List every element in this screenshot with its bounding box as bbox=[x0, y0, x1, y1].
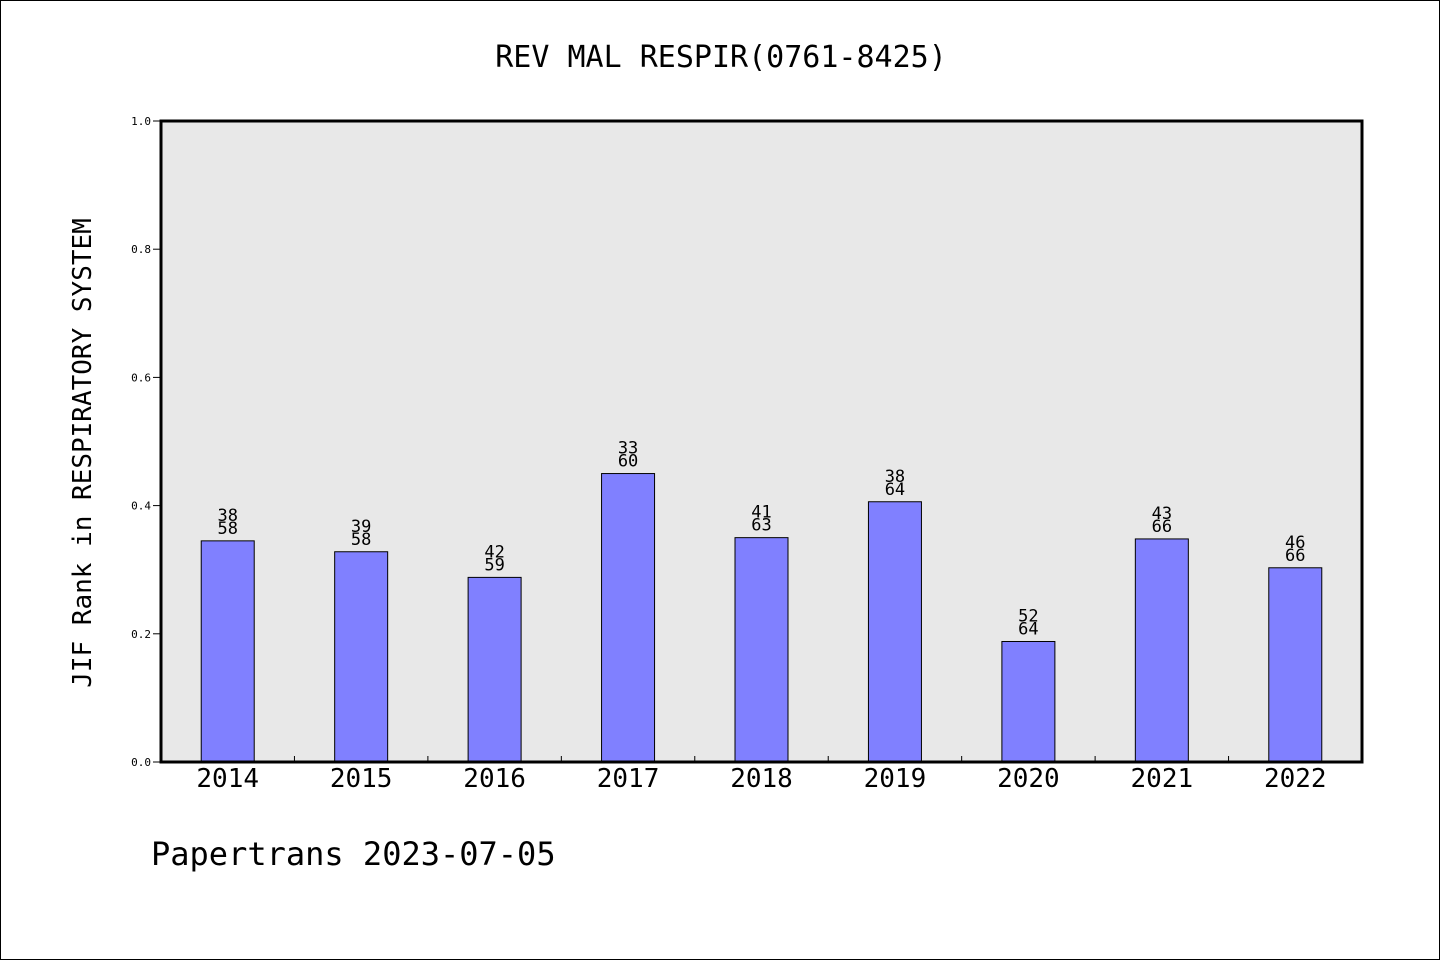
data-label-rank-2022: 46 bbox=[1285, 533, 1305, 553]
x-tick-label-2016: 2016 bbox=[463, 764, 526, 794]
bar-2015 bbox=[334, 551, 389, 763]
data-label-total-2022: 66 bbox=[1285, 546, 1305, 566]
x-tick-label-2019: 2019 bbox=[864, 764, 927, 794]
y-axis: 0.0 0.2 0.4 0.6 0.8 1.0 bbox=[131, 115, 161, 769]
data-label-total-2019: 64 bbox=[885, 480, 905, 500]
bars-group bbox=[200, 473, 1323, 763]
data-label-rank-2019: 38 bbox=[885, 467, 905, 487]
data-label-rank-2016: 42 bbox=[484, 542, 504, 562]
y-tick-label-3: 0.6 bbox=[131, 371, 151, 384]
bar-2018 bbox=[734, 537, 789, 763]
x-tick-label-2022: 2022 bbox=[1264, 764, 1327, 794]
bar-2016 bbox=[467, 576, 522, 763]
data-label-rank-2014: 38 bbox=[217, 506, 237, 526]
bar-2020 bbox=[1001, 640, 1056, 763]
data-label-rank-2015: 39 bbox=[351, 517, 371, 537]
data-label-total-2020: 64 bbox=[1018, 619, 1038, 639]
data-label-total-2017: 60 bbox=[618, 452, 638, 472]
data-label-rank-2018: 41 bbox=[751, 503, 771, 523]
bar-2021 bbox=[1134, 538, 1189, 763]
data-label-total-2016: 59 bbox=[484, 555, 504, 575]
x-tick-label-2018: 2018 bbox=[730, 764, 793, 794]
bar-2014 bbox=[200, 540, 255, 763]
chart-title: REV MAL RESPIR(0761-8425) bbox=[495, 40, 947, 75]
x-tick-label-2017: 2017 bbox=[597, 764, 660, 794]
data-label-total-2018: 63 bbox=[751, 516, 771, 536]
bar-2019 bbox=[867, 501, 922, 763]
x-tick-label-2014: 2014 bbox=[196, 764, 259, 794]
y-tick-label-4: 0.8 bbox=[131, 243, 151, 256]
x-axis: 2014 2015 2016 2017 2018 2019 2020 2021 2022 bbox=[196, 756, 1327, 794]
x-tick-label-2020: 2020 bbox=[997, 764, 1060, 794]
data-label-total-2015: 58 bbox=[351, 530, 371, 550]
data-label-rank-2020: 52 bbox=[1018, 606, 1038, 626]
footer-text: Papertrans 2023-07-05 bbox=[151, 835, 556, 873]
x-tick-label-2021: 2021 bbox=[1131, 764, 1194, 794]
data-label-total-2014: 58 bbox=[217, 519, 237, 539]
y-tick-label-5: 1.0 bbox=[131, 115, 151, 128]
y-tick-label-2: 0.4 bbox=[131, 500, 151, 513]
y-tick-label-0: 0.0 bbox=[131, 756, 151, 769]
bar-2022 bbox=[1268, 567, 1323, 763]
data-label-rank-2021: 43 bbox=[1152, 504, 1172, 524]
y-axis-label: JIF Rank in RESPIRATORY SYSTEM bbox=[68, 218, 98, 688]
plot-border bbox=[159, 119, 1364, 764]
x-tick-label-2015: 2015 bbox=[330, 764, 393, 794]
data-label-rank-2017: 33 bbox=[618, 439, 638, 459]
bar-2017 bbox=[601, 473, 656, 763]
y-tick-label-1: 0.2 bbox=[131, 628, 151, 641]
data-label-total-2021: 66 bbox=[1152, 517, 1172, 537]
